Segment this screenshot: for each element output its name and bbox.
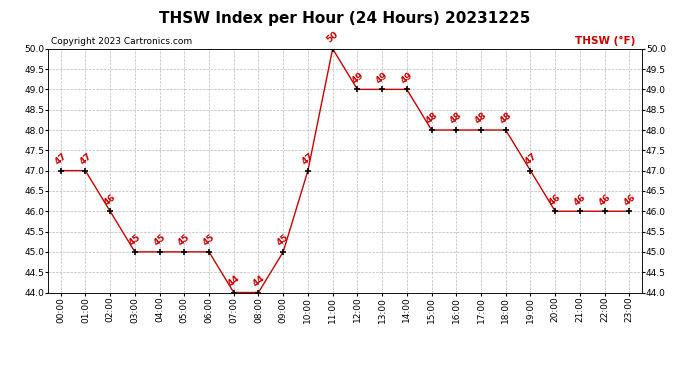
Text: 48: 48 [498, 111, 513, 126]
Text: 45: 45 [177, 233, 192, 248]
Text: 46: 46 [597, 192, 612, 207]
Text: 45: 45 [127, 233, 143, 248]
Text: 49: 49 [374, 70, 390, 85]
Text: 45: 45 [152, 233, 167, 248]
Text: 46: 46 [102, 192, 118, 207]
Text: 47: 47 [300, 152, 316, 166]
Text: 47: 47 [53, 152, 68, 166]
Text: 48: 48 [424, 111, 440, 126]
Text: 50: 50 [325, 30, 340, 45]
Text: 45: 45 [201, 233, 217, 248]
Text: 46: 46 [572, 192, 588, 207]
Text: 49: 49 [350, 70, 365, 85]
Text: THSW Index per Hour (24 Hours) 20231225: THSW Index per Hour (24 Hours) 20231225 [159, 11, 531, 26]
Text: THSW (°F): THSW (°F) [575, 36, 635, 46]
Text: 44: 44 [226, 273, 241, 288]
Text: 47: 47 [522, 152, 538, 166]
Text: 47: 47 [77, 152, 93, 166]
Text: 46: 46 [547, 192, 563, 207]
Text: 48: 48 [448, 111, 464, 126]
Text: 48: 48 [473, 111, 489, 126]
Text: 49: 49 [399, 70, 415, 85]
Text: 44: 44 [250, 273, 266, 288]
Text: 45: 45 [275, 233, 291, 248]
Text: Copyright 2023 Cartronics.com: Copyright 2023 Cartronics.com [51, 38, 193, 46]
Text: 46: 46 [622, 192, 637, 207]
